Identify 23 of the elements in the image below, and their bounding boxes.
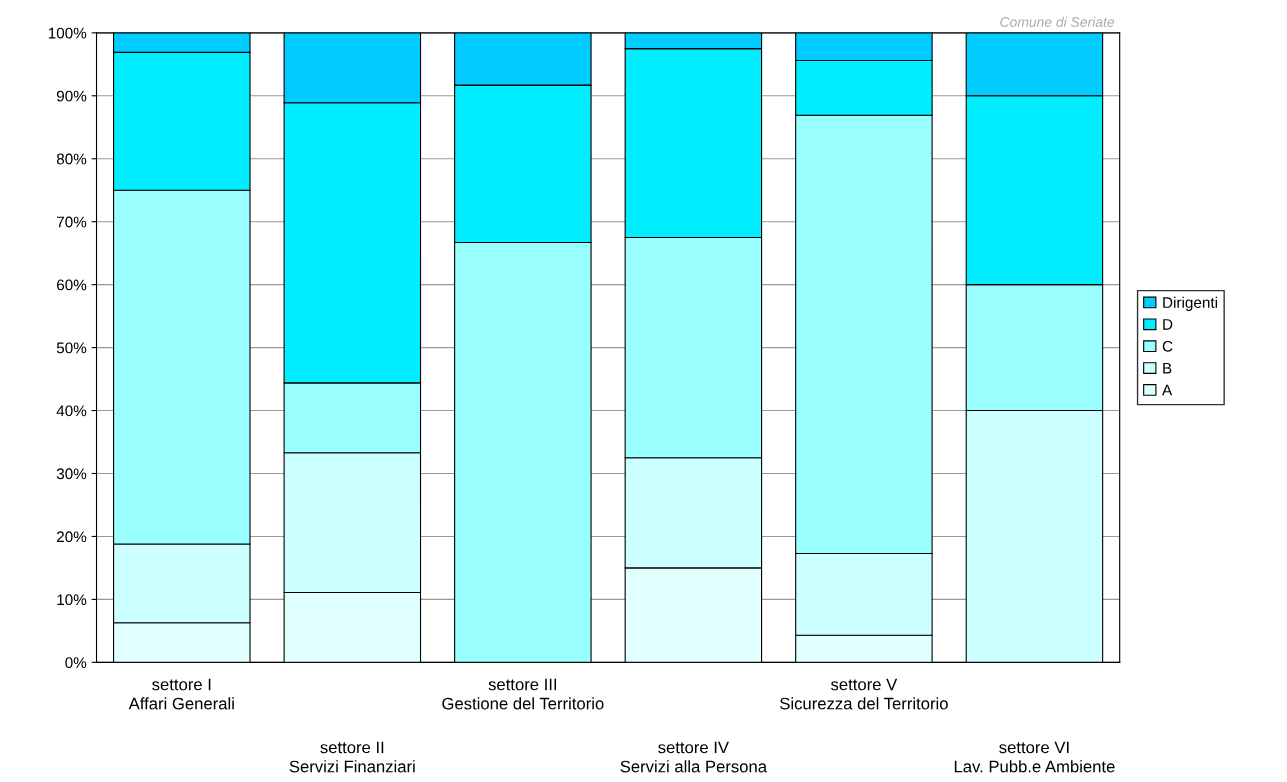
y-tick-label: 40%: [56, 405, 87, 417]
x-tick-label: settore III Gestione del Territorio: [442, 678, 604, 710]
y-tick-label: 90%: [56, 90, 87, 102]
y-tick-label: 70%: [57, 216, 87, 228]
x-tick-label: settore V Sicurezza del Territorio: [780, 678, 948, 710]
legend-label: C: [1162, 340, 1173, 352]
legend-label: B: [1163, 362, 1172, 374]
y-tick-label: 80%: [56, 153, 87, 165]
x-tick-label: settore II Servizi Finanziari: [289, 741, 415, 773]
x-tick-label: settore I Affari Generali: [128, 678, 234, 710]
x-tick-label: settore IV Servizi alla Persona: [620, 741, 768, 773]
y-tick-label: 10%: [57, 594, 87, 606]
text: Comune di Seriate: [1000, 16, 1115, 27]
y-tick-label: 20%: [56, 531, 87, 543]
y-tick-label: 0%: [65, 657, 87, 669]
y-tick-label: 100%: [48, 27, 87, 39]
y-tick-label: 30%: [56, 468, 87, 480]
legend-label: A: [1162, 384, 1173, 396]
x-tick-label: settore VI Lav. Pubb.e Ambiente: [954, 741, 1115, 773]
legend-label: Dirigenti: [1163, 296, 1218, 311]
legend-label: D: [1163, 319, 1173, 330]
y-tick-label: 50%: [56, 342, 87, 354]
y-tick-label: 60%: [57, 279, 87, 291]
